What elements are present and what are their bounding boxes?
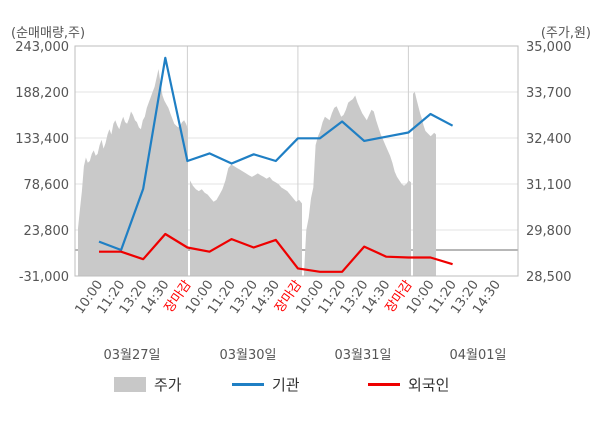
series-line xyxy=(99,232,453,273)
legend-label: 주가 xyxy=(154,376,182,394)
price-area xyxy=(78,69,188,276)
legend: 주가 기관 외국인 xyxy=(114,376,449,394)
left-axis-ticks: 243,000 188,200 133,400 78,600 23,800 -31,000 xyxy=(15,40,69,285)
price-area xyxy=(304,95,411,276)
right-axis-title: (주가,원) xyxy=(541,26,591,41)
left-tick-label: 133,400 xyxy=(15,132,69,147)
x-axis-labels: 10:0011:2013:2014:30장마감10:0011:2013:2014… xyxy=(72,278,504,317)
date-label: 03월27일 xyxy=(103,348,160,363)
legend-swatch-line xyxy=(368,383,400,386)
right-tick-label: 29,800 xyxy=(526,224,572,239)
left-tick-label: -31,000 xyxy=(19,270,69,285)
right-tick-label: 28,500 xyxy=(526,270,572,285)
left-tick-label: 78,600 xyxy=(24,178,70,193)
left-axis-title: (순매매량,주) xyxy=(11,26,85,41)
date-label: 04월01일 xyxy=(449,348,506,363)
legend-label: 기관 xyxy=(272,376,300,394)
right-tick-label: 33,700 xyxy=(526,86,572,101)
price-area-layer xyxy=(78,69,436,276)
right-tick-label: 31,100 xyxy=(526,178,572,193)
legend-swatch-area xyxy=(114,377,146,392)
left-tick-label: 23,800 xyxy=(24,224,70,239)
legend-label: 외국인 xyxy=(408,376,449,394)
right-tick-label: 32,400 xyxy=(526,132,572,147)
date-labels: 03월27일 03월30일 03월31일 04월01일 xyxy=(103,348,506,363)
right-tick-label: 35,000 xyxy=(526,40,572,55)
price-area xyxy=(190,164,302,276)
date-label: 03월30일 xyxy=(219,348,276,363)
series-layer xyxy=(98,56,454,273)
left-tick-label: 188,200 xyxy=(15,86,69,101)
legend-swatch-line xyxy=(232,383,264,386)
right-axis-ticks: 35,000 33,700 32,400 31,100 29,800 28,500 xyxy=(526,40,572,285)
plot-frame xyxy=(74,45,519,277)
price-area xyxy=(413,92,436,276)
date-label: 03월31일 xyxy=(334,348,391,363)
series-line xyxy=(98,56,454,252)
left-tick-label: 243,000 xyxy=(15,40,69,55)
